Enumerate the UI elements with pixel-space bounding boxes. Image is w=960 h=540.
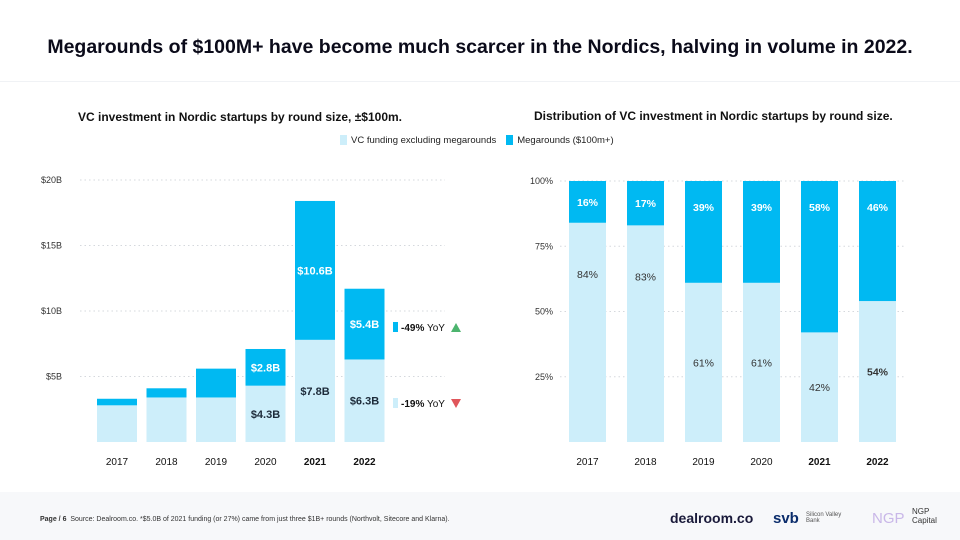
data-label: 17% [635,198,657,210]
data-label: 61% [693,357,714,369]
data-label: 54% [867,367,889,379]
data-label: $6.3B [350,396,379,408]
bar-megarounds [569,181,606,223]
data-label: $4.3B [251,409,280,421]
y-tick-label: $20B [41,175,62,185]
page-title: Megarounds of $100M+ have become much sc… [47,36,913,58]
ngp-logo: NGP [872,510,905,527]
bar-megarounds [801,181,838,333]
ngp-sub: NGP Capital [912,507,937,525]
bar-base [743,282,780,442]
data-label: $7.8B [300,386,329,398]
bar-megarounds [859,181,896,302]
bar-base [627,225,664,442]
arrow-up-icon [451,323,461,332]
x-tick-label: 2017 [576,457,599,468]
bar-base [859,301,896,442]
bar-megarounds [245,348,286,386]
arrow-down-icon [451,399,461,408]
data-label: 16% [577,197,599,209]
bar-base [245,385,286,442]
bar-megarounds [146,388,187,398]
yoy-annotation: -19% YoY [401,399,445,410]
page-number: Page / 6 [40,516,67,523]
x-tick-label: 2018 [634,457,657,468]
y-tick-label: 75% [535,241,553,251]
y-tick-label: 100% [530,176,553,186]
left-chart-title: VC investment in Nordic startups by roun… [78,110,402,124]
data-label: $2.8B [251,362,280,374]
bar-base [344,359,385,442]
x-tick-label: 2022 [866,457,889,468]
x-tick-label: 2021 [808,457,831,468]
bar-base [295,339,335,442]
x-tick-label: 2019 [205,457,228,468]
dealroom-logo: dealroom.co [670,510,754,526]
bar-megarounds [344,288,385,360]
x-tick-label: 2017 [106,457,129,468]
bar-base [196,397,236,442]
data-label: $10.6B [297,265,333,277]
bar-base [97,405,137,442]
x-tick-label: 2021 [304,457,327,468]
legend-swatch-light [340,135,347,146]
data-label: 39% [751,202,773,214]
data-label: 58% [809,202,831,214]
data-label: 83% [635,271,656,283]
y-tick-label: $10B [41,306,62,316]
legend-item-dark: Megarounds ($100m+) [506,135,614,146]
right-chart-title: Distribution of VC investment in Nordic … [534,109,893,123]
data-label: 84% [577,269,598,281]
x-tick-label: 2018 [155,457,178,468]
legend-label-light: VC funding excluding megarounds [351,135,497,146]
data-label: 46% [867,202,889,214]
x-tick-label: 2022 [353,457,376,468]
bar-megarounds [743,181,780,283]
x-tick-label: 2020 [254,457,277,468]
source-note: Source: Dealroom.co. *$5.0B of 2021 fund… [70,516,450,523]
bar-megarounds [627,181,664,226]
legend: VC funding excluding megarounds Megaroun… [340,135,614,146]
bar-megarounds [196,368,236,398]
x-tick-label: 2019 [692,457,715,468]
bar-base [146,397,187,442]
annotation-swatch [393,322,398,332]
header: Megarounds of $100M+ have become much sc… [0,0,960,82]
data-label: 42% [809,382,830,394]
footer-text: Page / 6 Source: Dealroom.co. *$5.0B of … [40,516,450,523]
data-label: $5.4B [350,319,379,331]
footer: Page / 6 Source: Dealroom.co. *$5.0B of … [0,492,960,540]
svb-sub: Silicon Valley Bank [806,512,842,524]
y-tick-label: 25% [535,372,553,382]
yoy-annotation: -49% YoY [401,323,445,334]
y-tick-label: 50% [535,307,553,317]
legend-label-dark: Megarounds ($100m+) [517,135,614,146]
bar-base [569,222,606,442]
svb-logo: svb [773,510,799,527]
data-label: 39% [693,202,715,214]
y-tick-label: $5B [46,372,62,382]
legend-item-light: VC funding excluding megarounds [340,135,496,146]
data-label: 61% [751,357,772,369]
y-tick-label: $15B [41,241,62,251]
bar-base [801,332,838,442]
x-tick-label: 2020 [750,457,773,468]
bar-megarounds [97,398,137,406]
legend-swatch-dark [506,135,514,146]
bar-megarounds [685,181,722,283]
annotation-swatch [393,398,398,408]
bar-base [685,282,722,442]
bar-megarounds [295,200,335,340]
